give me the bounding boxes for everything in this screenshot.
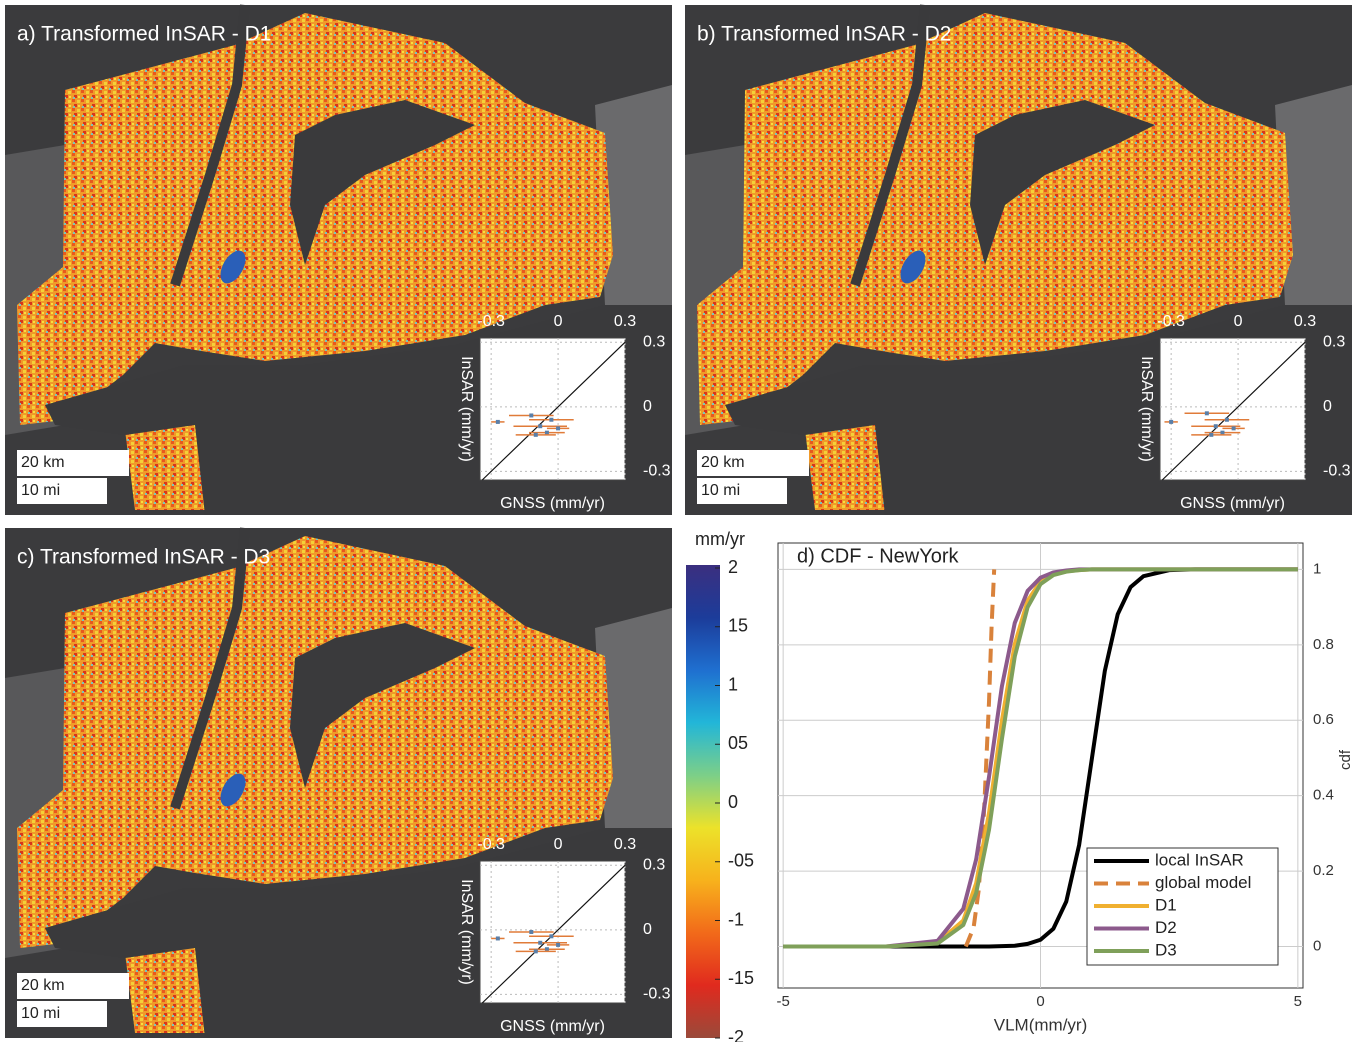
point (1220, 431, 1224, 435)
legend-label: D3 (1155, 940, 1177, 959)
chart-title: d) CDF - NewYork (797, 545, 960, 567)
y-tick-label: 0 (1313, 937, 1321, 954)
panel-title: a) Transformed InSAR - D1 (17, 23, 271, 46)
point (496, 936, 500, 940)
x-tick-label: 0 (1036, 993, 1044, 1010)
colorbar-tick-label: -05 (728, 851, 754, 871)
point (545, 947, 549, 951)
point (1225, 418, 1229, 422)
scale-label: 20 km (21, 454, 65, 471)
colorbar-tick-label: 1 (728, 674, 738, 694)
y-axis-label: InSAR (mm/yr) (458, 356, 475, 462)
point (1169, 420, 1173, 424)
point (534, 949, 538, 953)
colorbar-unit: mm/yr (695, 529, 745, 549)
scale-label: 10 mi (21, 482, 60, 499)
point (549, 934, 553, 938)
plot-area (480, 338, 625, 480)
y-tick-label: 0.3 (1323, 334, 1345, 351)
colorbar-tick-label: -2 (728, 1027, 744, 1042)
colorbar (686, 565, 720, 1038)
y-tick-label: 0 (643, 921, 652, 938)
colorbar-tick-label: 0 (728, 792, 738, 812)
y-tick-label: 0 (1323, 398, 1332, 415)
point (556, 943, 560, 947)
figure: a) Transformed InSAR - D1 20 km 10 mi b) Tr… (0, 0, 1365, 1042)
colorbar-tick-label: -1 (728, 909, 744, 929)
x-tick-label: -5 (776, 993, 789, 1010)
x-tick-label: 0 (554, 836, 563, 853)
y-axis-label: cdf (1337, 749, 1354, 770)
point (549, 418, 553, 422)
x-tick-label: 0 (1234, 313, 1243, 330)
x-tick-label: 0 (554, 313, 563, 330)
y-tick-label: 0.3 (643, 857, 665, 874)
point (529, 930, 533, 934)
point (1209, 433, 1213, 437)
scale-label: 10 mi (21, 1005, 60, 1022)
legend-label: local InSAR (1155, 850, 1244, 869)
colorbar-tick-label: 05 (728, 733, 748, 753)
y-tick-label: 1 (1313, 560, 1321, 577)
point (545, 431, 549, 435)
x-tick-label: -0.3 (477, 836, 505, 853)
y-tick-label: -0.3 (643, 463, 671, 480)
colorbar-tick-label: 2 (728, 557, 738, 577)
legend-label: D1 (1155, 895, 1177, 914)
y-tick-label: 0 (643, 398, 652, 415)
point (529, 413, 533, 417)
point (556, 426, 560, 430)
y-tick-label: 0.2 (1313, 862, 1334, 879)
x-tick-label: -0.3 (477, 313, 505, 330)
point (1205, 411, 1209, 415)
point (534, 433, 538, 437)
x-axis-label: VLM(mm/yr) (994, 1015, 1087, 1034)
x-tick-label: 0.3 (614, 313, 636, 330)
x-axis-label: GNSS (mm/yr) (500, 1018, 605, 1035)
x-tick-label: -0.3 (1157, 313, 1185, 330)
point (496, 420, 500, 424)
x-axis-label: GNSS (mm/yr) (1180, 495, 1285, 512)
x-tick-label: 0.3 (614, 836, 636, 853)
colorbar-tick-label: 15 (728, 616, 748, 636)
x-axis-label: GNSS (mm/yr) (500, 495, 605, 512)
plot-area (1160, 338, 1305, 480)
point (1232, 426, 1236, 430)
y-tick-label: 0.6 (1313, 711, 1334, 728)
legend-label: D2 (1155, 918, 1177, 937)
colorbar-tick-label: -15 (728, 968, 754, 988)
scale-label: 20 km (21, 977, 65, 994)
x-tick-label: 5 (1294, 993, 1302, 1010)
legend-label: global model (1155, 873, 1251, 892)
y-tick-label: -0.3 (1323, 463, 1351, 480)
panel-title: c) Transformed InSAR - D3 (17, 546, 270, 569)
point (1214, 424, 1218, 428)
y-tick-label: 0.3 (643, 334, 665, 351)
y-tick-label: 0.8 (1313, 636, 1334, 653)
y-axis-label: InSAR (mm/yr) (458, 879, 475, 985)
panel-title: b) Transformed InSAR - D2 (697, 23, 951, 46)
y-axis-label: InSAR (mm/yr) (1138, 356, 1155, 462)
y-tick-label: 0.4 (1313, 787, 1334, 804)
point (538, 424, 542, 428)
y-tick-label: -0.3 (643, 986, 671, 1003)
point (538, 941, 542, 945)
scale-label: 10 mi (701, 482, 740, 499)
x-tick-label: 0.3 (1294, 313, 1316, 330)
scale-label: 20 km (701, 454, 745, 471)
